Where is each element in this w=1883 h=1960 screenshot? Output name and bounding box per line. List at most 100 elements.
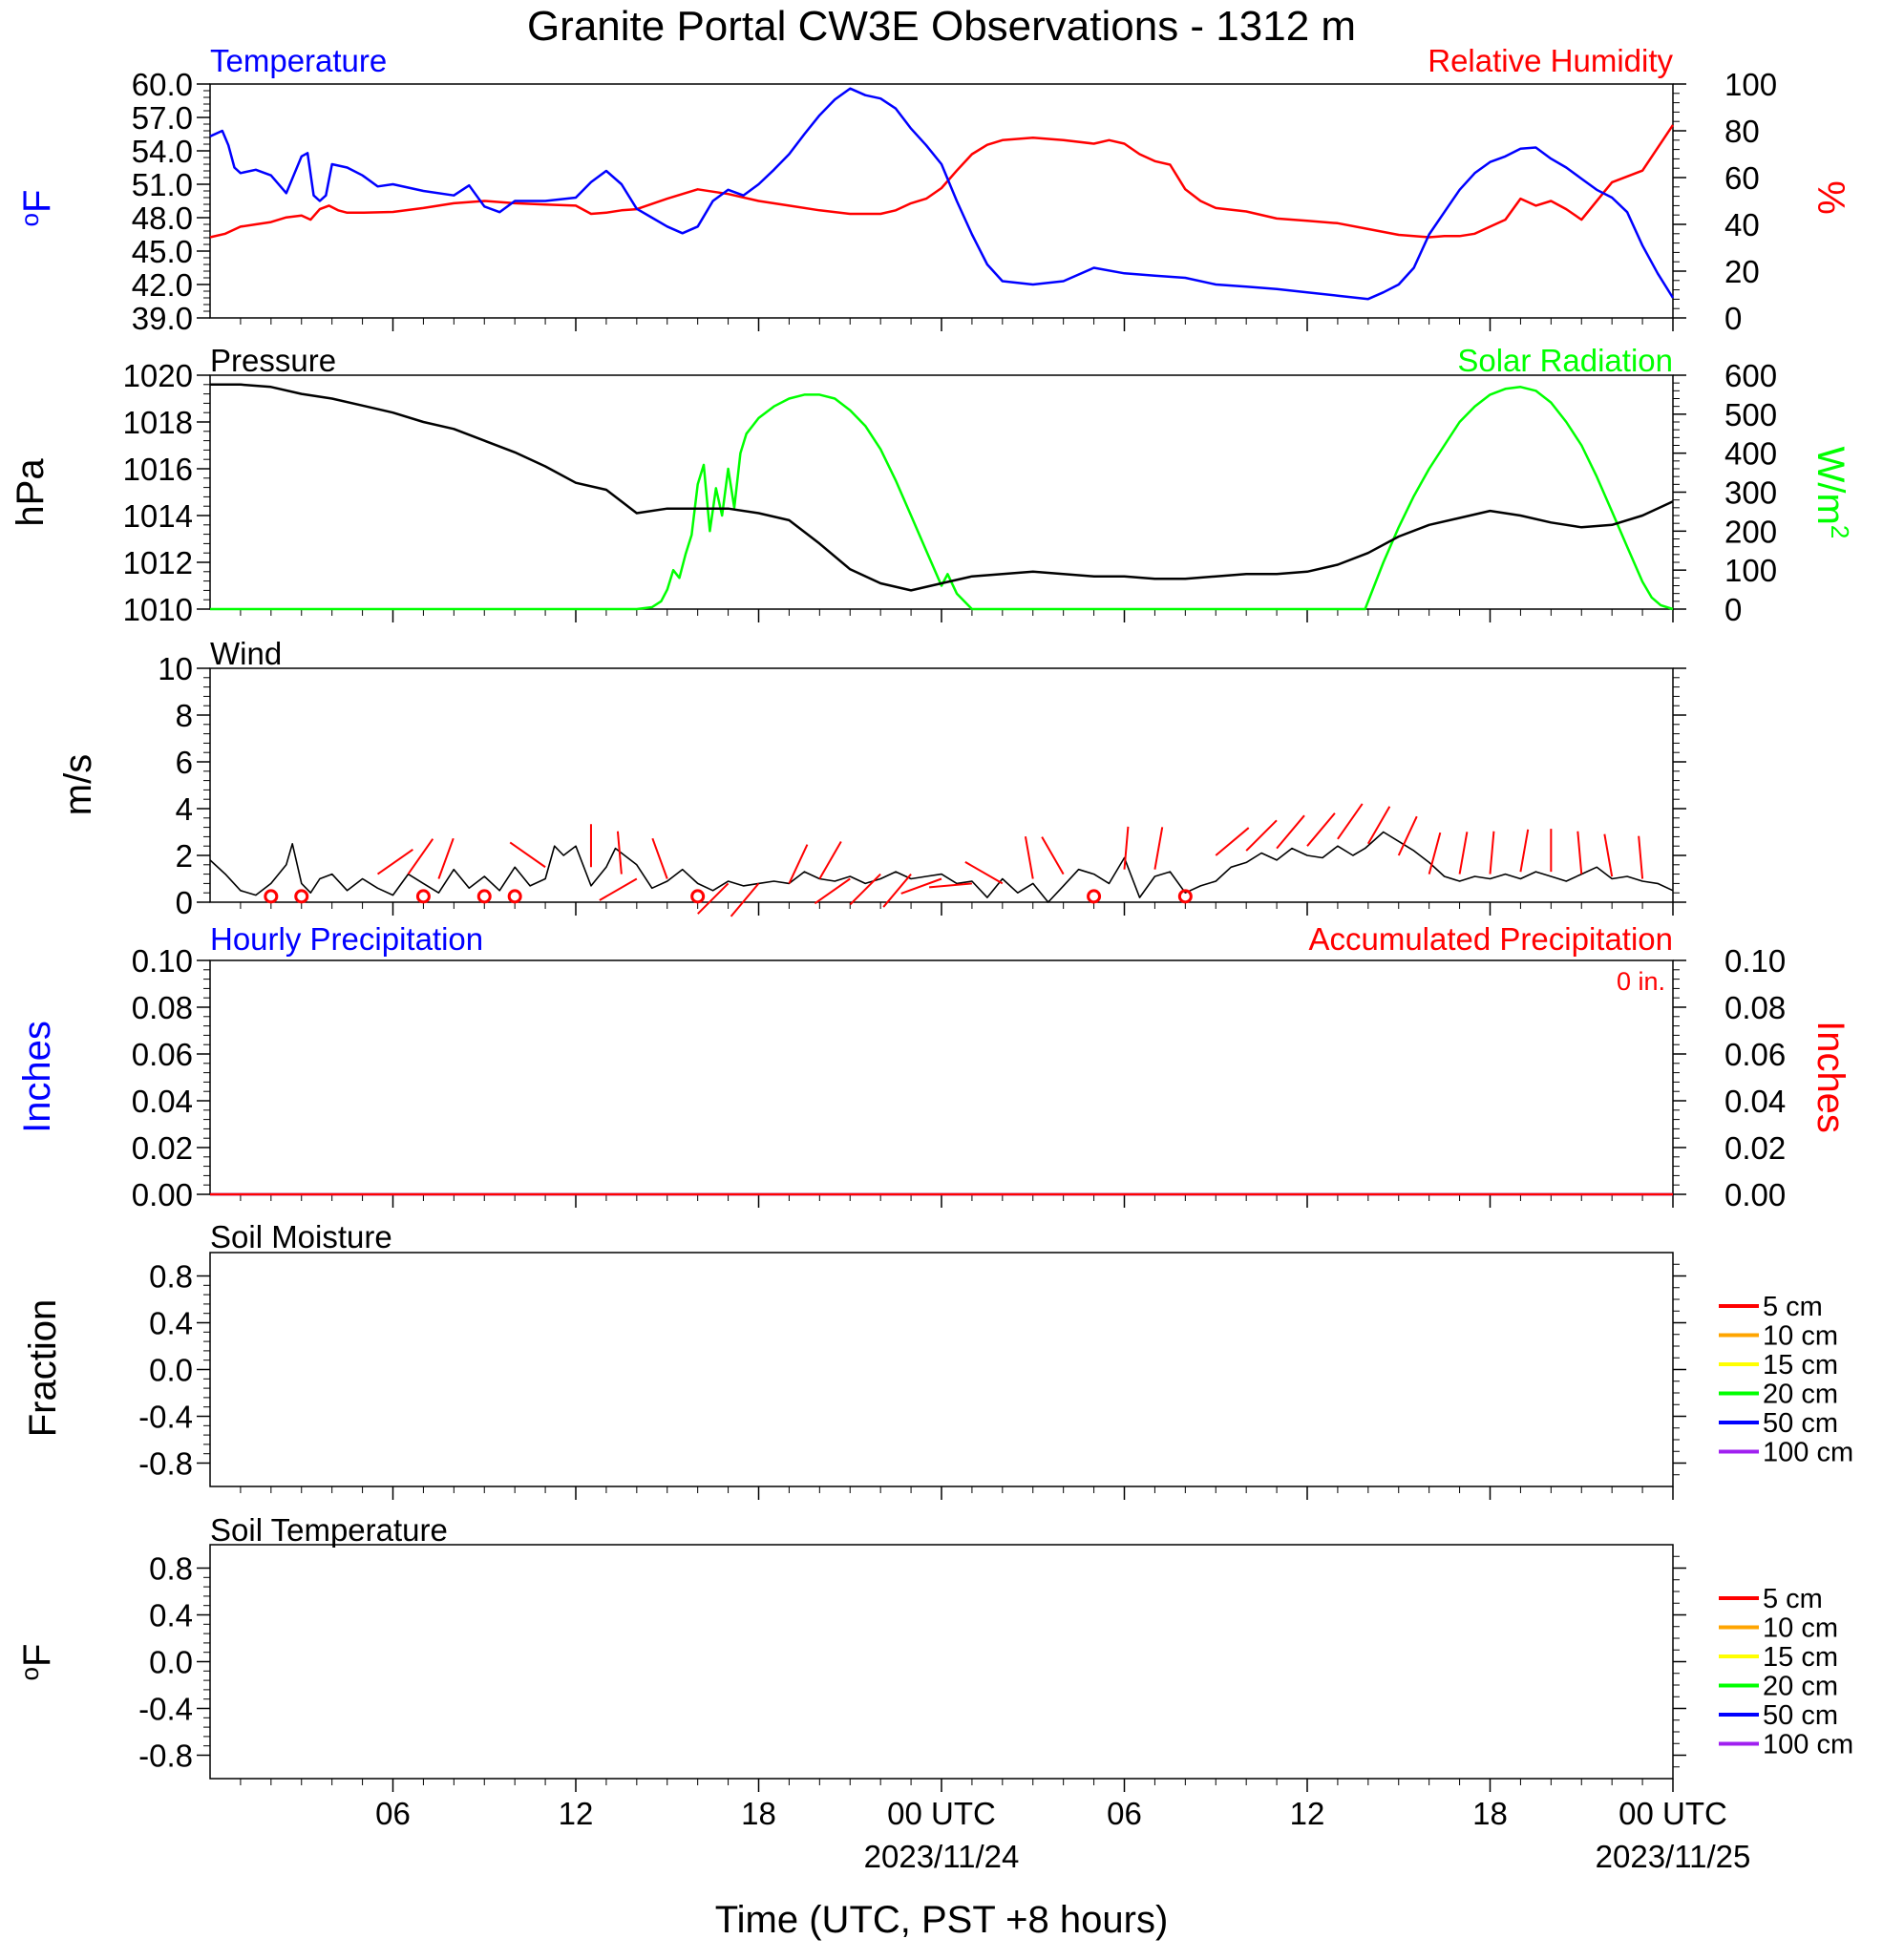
soil-moisture-y-tick-label: 0.8 [149,1259,193,1295]
pressure-axis-label: hPa [10,458,52,527]
solar-y-tick-label: 500 [1724,397,1777,432]
wind-barb [509,841,546,869]
temperature-y-tick-label: 45.0 [132,234,193,269]
legend-label: 100 cm [1763,1730,1853,1760]
temperature-y-tick-label: 51.0 [132,167,193,202]
soil-temp-y-tick-label: 0.4 [149,1598,193,1633]
soil-moisture-y-tick-label: -0.4 [138,1400,193,1435]
wind-barb [616,831,623,875]
x-tick-label: 00 UTC [1619,1796,1727,1831]
soil-temperature-unit: F [16,1644,58,1667]
solar-y-tick-label: 400 [1724,436,1777,472]
x-tick-label: 06 [1107,1796,1142,1831]
calm-wind-marker [476,889,492,904]
solar-y-tick-label: 0 [1724,592,1742,627]
temperature-y-tick-label: 48.0 [132,200,193,236]
soil-temperature-title: Soil Temperature [210,1512,448,1548]
temperature-y-tick-label: 39.0 [132,301,193,336]
wind-y-tick-label: 2 [176,838,193,874]
wind-barb [1428,832,1442,875]
humidity-y-tick-label: 60 [1724,160,1760,196]
degree-superscript: o [15,1667,44,1680]
wind-barb [1397,815,1418,856]
degree-superscript: o [15,213,44,226]
wind-barb [437,837,455,879]
legend-label: 15 cm [1763,1350,1838,1380]
wind-barb [1366,806,1391,845]
wind-y-tick-label: 8 [176,698,193,733]
x-tick-label: 12 [559,1796,594,1831]
figure-title: Granite Portal CW3E Observations - 1312 … [527,3,1356,50]
soil-moisture-y-tick-label: -0.8 [138,1446,193,1482]
calm-wind-marker [507,889,522,904]
accum-precip-title: Accumulated Precipitation [1308,921,1673,957]
precip-right-y-tick-label: 0.08 [1724,990,1786,1025]
pressure-y-tick-label: 1020 [123,358,193,393]
precip-right-y-tick-label: 0.04 [1724,1084,1786,1119]
humidity-y-tick-label: 40 [1724,207,1760,242]
legend-label: 10 cm [1763,1321,1838,1352]
precip-right-y-tick-label: 0.00 [1724,1177,1786,1212]
wind-barb [599,877,638,901]
wind-y-tick-label: 0 [176,885,193,920]
solar-axis-label: W/m2 [1809,447,1854,539]
precip-left-y-tick-label: 0.02 [132,1130,193,1166]
wind-barb [1603,833,1614,877]
wind-barb [697,882,730,915]
calm-wind-marker [1177,889,1193,904]
humidity-axis-label: % [1809,180,1851,215]
precip-right-y-tick-label: 0.02 [1724,1130,1786,1166]
pressure-y-tick-label: 1016 [123,452,193,487]
temperature-unit: F [16,190,58,213]
humidity-series-line [209,124,1675,239]
pressure-y-tick-label: 1010 [123,592,193,627]
pressure-y-tick-label: 1012 [123,545,193,580]
solar-y-tick-label: 300 [1724,475,1777,511]
wind-y-tick-label: 6 [176,745,193,780]
humidity-y-tick-label: 20 [1724,254,1760,289]
hourly-precip-title: Hourly Precipitation [210,921,483,957]
temperature-axis-label: oF [15,190,58,227]
pressure-series-line [210,383,1674,592]
soil-temp-y-tick-label: 0.0 [149,1645,193,1680]
wind-barb [1519,829,1530,873]
wind-axis-label: m/s [57,754,99,815]
calm-wind-marker [690,889,706,904]
wind-barb [788,844,809,884]
soil-temp-y-tick-label: -0.4 [138,1692,193,1727]
legend-label: 5 cm [1763,1584,1823,1614]
humidity-panel-title: Relative Humidity [1428,43,1673,78]
wind-barb [1489,831,1495,875]
x-date-label: 2023/11/24 [864,1839,1020,1874]
soil-moisture-y-tick-label: 0.4 [149,1306,193,1341]
calm-wind-marker [264,889,279,904]
humidity-y-tick-label: 100 [1724,67,1777,102]
wind-barb [1337,803,1364,840]
wind-barb [376,848,413,875]
accum-precip-total: 0 in. [1617,967,1665,996]
wind-barb [407,838,434,875]
plot-layer: 39.042.045.048.051.054.057.060.002040608… [123,67,1854,1874]
humidity-y-tick-label: 80 [1724,114,1760,149]
soil-temp-y-tick-label: -0.8 [138,1739,193,1774]
humidity-y-tick-label: 0 [1724,301,1742,336]
wind-y-tick-label: 4 [176,791,193,827]
soil-moisture-title: Soil Moisture [210,1219,392,1254]
wind-barb [882,873,912,908]
solar-panel-title: Solar Radiation [1457,343,1673,378]
solar-series-line [210,386,1674,611]
wind-barb [1041,836,1065,875]
panel-temperature-humidity: Temperature Relative Humidity oF % [15,43,1851,226]
hourly-precip-axis-label: Inches [16,1021,58,1133]
wind-barb [1276,814,1305,850]
wind-barb [1024,836,1034,879]
legend-label: 15 cm [1763,1642,1838,1673]
accum-precip-axis-label: Inches [1809,1021,1851,1133]
wind-barb [900,877,942,895]
wind-barb [1638,835,1644,879]
pressure-y-tick-label: 1014 [123,498,193,534]
precip-right-y-tick-label: 0.06 [1724,1037,1786,1072]
precip-left-y-tick-label: 0.06 [132,1037,193,1072]
